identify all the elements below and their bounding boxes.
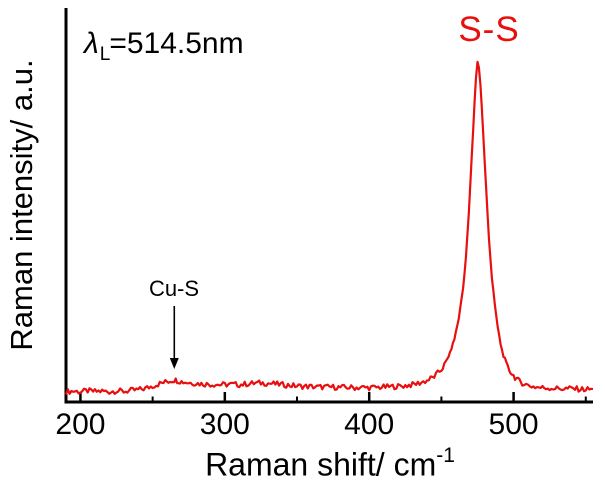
cus-peak-label: Cu-S (148, 276, 200, 301)
lambda-symbol: λ (84, 27, 99, 60)
x-tick-label: 400 (344, 408, 394, 441)
x-axis-label-superscript: -1 (436, 444, 455, 467)
x-tick-label: 300 (200, 408, 250, 441)
x-tick-label: 200 (55, 408, 105, 441)
axes (64, 8, 593, 404)
x-axis-label-text: Raman shift/ cm (205, 446, 437, 483)
ss-peak-label: S-S (458, 10, 520, 49)
x-tick-label: 500 (489, 408, 539, 441)
lambda-subscript: L (99, 44, 111, 65)
spectrum-line (64, 60, 594, 395)
laser-wavelength-value: =514.5nm (109, 27, 244, 60)
laser-wavelength-annotation: λL=514.5nm (84, 27, 244, 65)
y-axis-label: Raman intensity/ a.u. (4, 59, 39, 351)
cus-arrow-head (169, 358, 179, 369)
x-axis-label: Raman shift/ cm-1 (130, 444, 530, 484)
